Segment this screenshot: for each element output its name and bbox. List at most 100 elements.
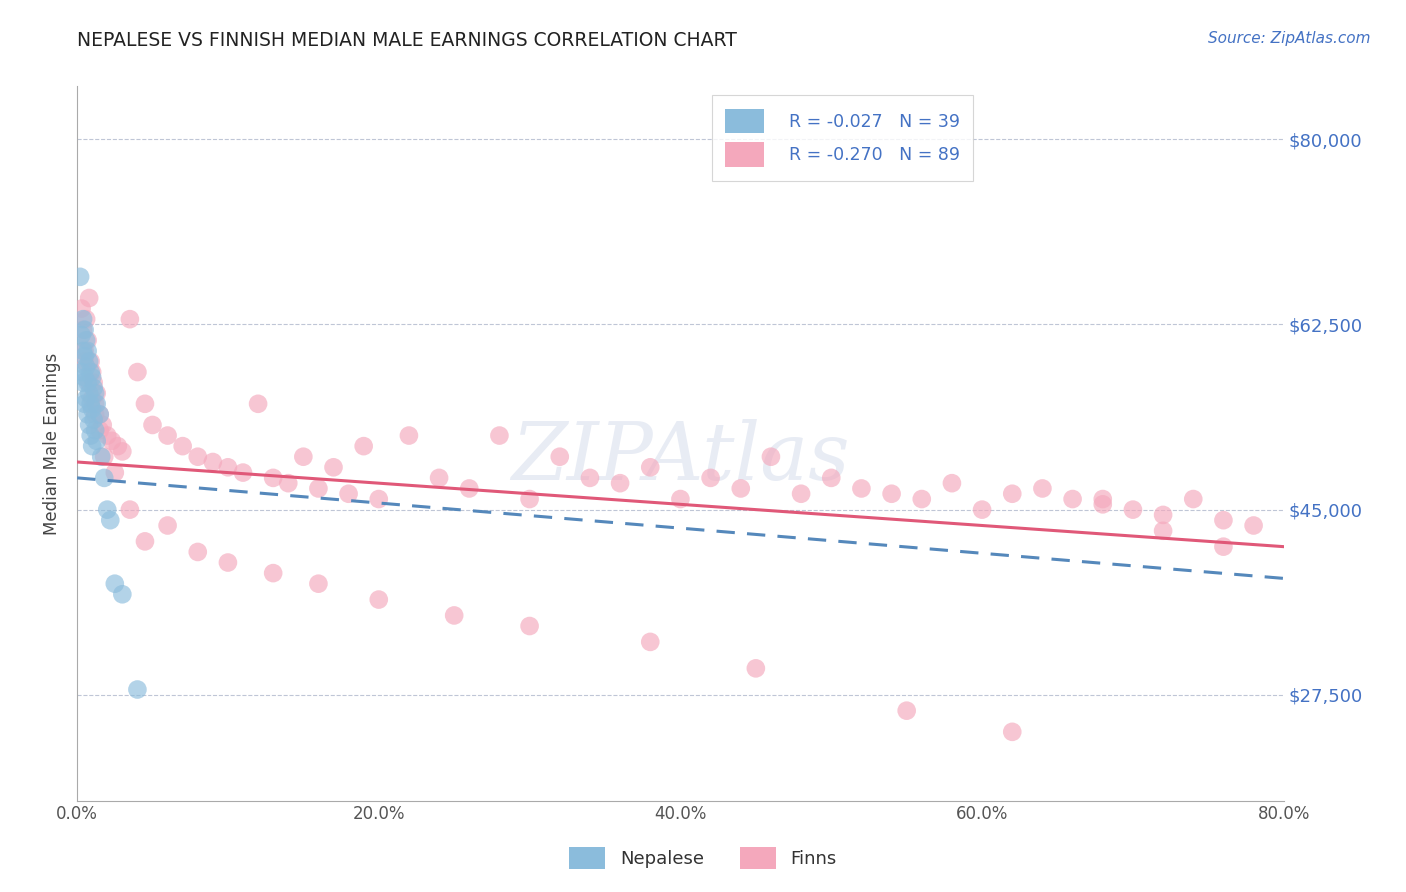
Point: [73, 343, 96, 358]
Point: [70, 328, 93, 343]
Point: [730, 482, 752, 496]
Point: [851, 482, 873, 496]
Point: [548, 450, 571, 464]
Point: [1001, 487, 1024, 501]
Point: [73, 370, 96, 384]
Point: [93, 471, 115, 485]
Point: [89, 423, 111, 437]
Point: [127, 682, 149, 697]
Point: [911, 491, 934, 506]
Point: [75, 392, 97, 406]
Point: [77, 417, 100, 432]
Point: [77, 386, 100, 401]
Point: [367, 491, 389, 506]
Point: [638, 460, 661, 475]
Point: [488, 428, 510, 442]
Point: [77, 376, 100, 390]
Point: [82, 439, 104, 453]
Point: [72, 312, 94, 326]
Point: [353, 439, 375, 453]
Point: [84, 408, 107, 422]
Point: [519, 491, 541, 506]
Point: [1091, 497, 1114, 511]
Point: [427, 471, 450, 485]
Point: [96, 428, 118, 442]
Point: [519, 619, 541, 633]
Point: [76, 343, 98, 358]
Point: [70, 301, 93, 316]
Point: [89, 408, 111, 422]
Point: [1152, 508, 1174, 522]
Point: [76, 376, 98, 390]
Point: [79, 428, 101, 442]
Point: [201, 455, 224, 469]
Point: [127, 365, 149, 379]
Point: [790, 487, 813, 501]
Point: [1212, 540, 1234, 554]
Point: [83, 381, 105, 395]
Point: [669, 491, 692, 506]
Point: [398, 428, 420, 442]
Point: [82, 370, 104, 384]
Point: [93, 450, 115, 464]
Point: [217, 556, 239, 570]
Point: [118, 312, 141, 326]
Point: [941, 476, 963, 491]
Point: [75, 312, 97, 326]
Point: [638, 635, 661, 649]
Point: [156, 518, 179, 533]
Point: [262, 471, 284, 485]
Point: [134, 397, 156, 411]
Point: [458, 482, 481, 496]
Point: [75, 359, 97, 374]
Point: [73, 354, 96, 368]
Point: [84, 397, 107, 411]
Point: [82, 402, 104, 417]
Point: [107, 439, 129, 453]
Point: [104, 576, 127, 591]
Point: [262, 566, 284, 581]
Point: [70, 365, 93, 379]
Legend: Nepalese, Finns: Nepalese, Finns: [562, 839, 844, 876]
Point: [72, 323, 94, 337]
Point: [1091, 491, 1114, 506]
Text: Source: ZipAtlas.com: Source: ZipAtlas.com: [1208, 31, 1371, 46]
Point: [972, 502, 994, 516]
Point: [307, 482, 329, 496]
Point: [111, 444, 134, 458]
Point: [82, 392, 104, 406]
Point: [118, 502, 141, 516]
Point: [89, 408, 111, 422]
Point: [77, 354, 100, 368]
Point: [322, 460, 344, 475]
Point: [86, 397, 108, 411]
Point: [76, 334, 98, 348]
Point: [156, 428, 179, 442]
Point: [367, 592, 389, 607]
Text: ZIPAtlas: ZIPAtlas: [512, 419, 849, 497]
Point: [75, 334, 97, 348]
Point: [292, 450, 315, 464]
Point: [101, 434, 124, 448]
Point: [73, 349, 96, 363]
Point: [1212, 513, 1234, 527]
Point: [72, 343, 94, 358]
Point: [73, 397, 96, 411]
Point: [880, 487, 903, 501]
Point: [83, 412, 105, 426]
Point: [90, 450, 112, 464]
Point: [79, 354, 101, 368]
Text: NEPALESE VS FINNISH MEDIAN MALE EARNINGS CORRELATION CHART: NEPALESE VS FINNISH MEDIAN MALE EARNINGS…: [77, 31, 737, 50]
Point: [745, 661, 768, 675]
Point: [82, 365, 104, 379]
Point: [1243, 518, 1265, 533]
Point: [217, 460, 239, 475]
Point: [759, 450, 782, 464]
Point: [1182, 491, 1205, 506]
Point: [69, 269, 91, 284]
Point: [79, 397, 101, 411]
Point: [76, 408, 98, 422]
Point: [86, 386, 108, 401]
Point: [98, 513, 121, 527]
Point: [134, 534, 156, 549]
